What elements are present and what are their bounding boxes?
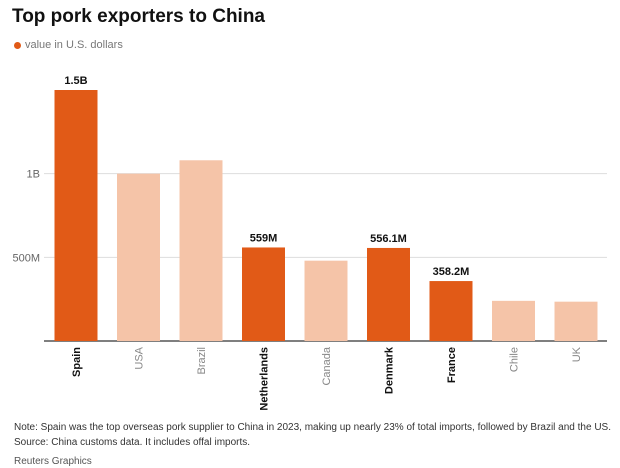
legend-label: value in U.S. dollars (25, 39, 123, 51)
data-label: 556.1M (370, 233, 407, 245)
data-label: 358.2M (433, 266, 470, 278)
data-labels: 1.5B 559M 556.1M 358.2M (64, 75, 469, 278)
bar-netherlands (242, 247, 285, 341)
source-note: Source: China customs data. It includes … (14, 437, 251, 448)
y-tick-label: 1B (27, 169, 40, 181)
bar-spain (54, 90, 98, 341)
x-tick-label: Netherlands (259, 347, 271, 411)
x-tick-label: Canada (321, 346, 333, 385)
credit: Reuters Graphics (14, 456, 92, 467)
x-tick-label: Spain (71, 347, 83, 377)
data-label: 559M (250, 232, 278, 244)
bar-canada (304, 260, 348, 341)
x-tick-labels: Spain USA Brazil Netherlands Canada Denmark Fr… (71, 346, 583, 410)
x-tick-label: UK (571, 346, 583, 362)
bar-denmark (367, 247, 410, 341)
bar-usa (117, 173, 160, 341)
bar-chile (492, 300, 535, 341)
bar-uk (554, 301, 598, 341)
x-tick-label: Brazil (196, 347, 208, 375)
x-tick-label: USA (134, 346, 146, 369)
chart-title: Top pork exporters to China (12, 6, 266, 27)
x-tick-label: France (446, 347, 458, 383)
footnote: Note: Spain was the top overseas pork su… (14, 422, 611, 433)
legend: value in U.S. dollars (14, 39, 123, 51)
bar-brazil (179, 160, 223, 341)
data-label: 1.5B (64, 75, 87, 87)
bar-france (429, 281, 473, 341)
bars (54, 90, 598, 341)
x-tick-label: Chile (509, 347, 521, 372)
y-tick-label: 500M (12, 252, 40, 264)
x-tick-label: Denmark (384, 346, 396, 394)
legend-swatch (14, 41, 21, 49)
bar-chart: 500M 1B 1.5B 559M 556.1M 358.2M Spain USA Braz… (12, 75, 607, 411)
